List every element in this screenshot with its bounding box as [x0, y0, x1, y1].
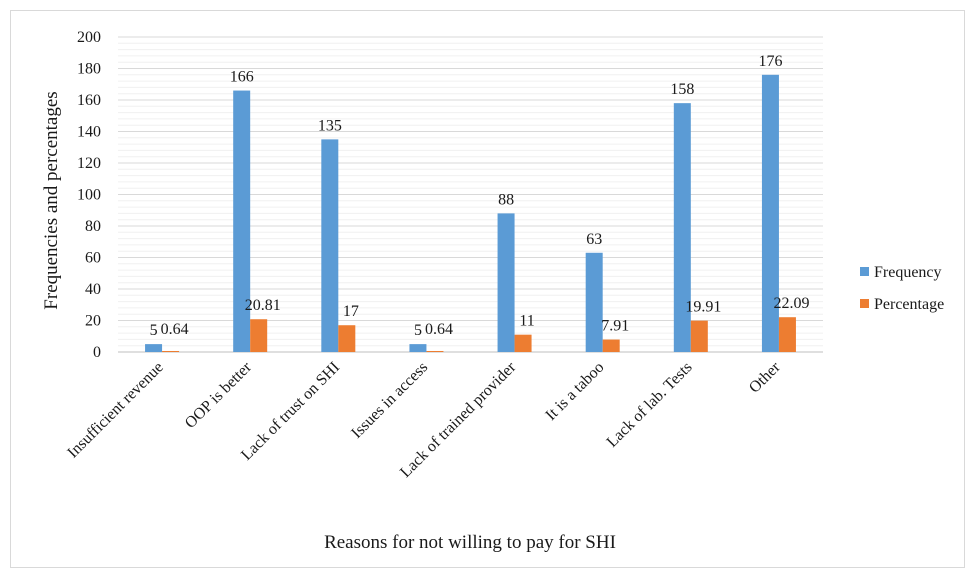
bar-percentage — [426, 350, 444, 352]
data-label-percentage: 22.09 — [773, 295, 809, 312]
data-label-percentage: 0.64 — [425, 321, 453, 338]
y-tick-label: 180 — [77, 61, 101, 78]
x-tick-label: OOP is better — [182, 358, 256, 432]
data-label-percentage: 19.91 — [685, 299, 721, 316]
data-label-percentage: 20.81 — [245, 297, 281, 314]
data-label-frequency: 5 — [150, 322, 158, 339]
bar-frequency — [585, 252, 603, 352]
x-tick-label: Other — [746, 358, 784, 396]
y-tick-label: 80 — [85, 218, 101, 235]
data-label-frequency: 5 — [414, 322, 422, 339]
data-label-frequency: 166 — [230, 69, 254, 86]
bar-frequency — [673, 103, 691, 353]
y-tick-label: 20 — [85, 313, 101, 330]
bar-percentage — [162, 350, 180, 352]
y-axis-title: Frequencies and percentages — [41, 91, 62, 309]
bar-frequency — [321, 139, 339, 352]
y-tick-label: 40 — [85, 281, 101, 298]
data-label-frequency: 176 — [758, 53, 782, 70]
x-tick-label: Lack of trust on SHI — [238, 359, 343, 464]
x-axis-title: Reasons for not willing to pay for SHI — [324, 532, 616, 553]
legend-swatch-percentage — [860, 299, 869, 308]
bar-percentage — [338, 325, 356, 352]
bar-percentage — [514, 334, 532, 352]
y-tick-label: 100 — [77, 187, 101, 204]
data-label-frequency: 88 — [498, 191, 514, 208]
legend-label-frequency: Frequency — [874, 264, 942, 281]
x-tick-label: Issues in access — [348, 359, 431, 442]
y-tick-label: 200 — [77, 29, 101, 46]
y-tick-label: 160 — [77, 92, 101, 109]
bar-frequency — [409, 344, 427, 352]
bar-frequency — [145, 344, 163, 352]
bar-frequency — [233, 90, 251, 353]
data-label-percentage: 17 — [343, 303, 359, 320]
y-tick-label: 60 — [85, 250, 101, 267]
data-label-percentage: 7.91 — [601, 318, 629, 335]
bar-percentage — [602, 339, 620, 352]
bar-percentage — [690, 320, 708, 352]
x-tick-label: Insufficient revenue — [64, 359, 167, 462]
x-tick-label: Lack of lab. Tests — [604, 359, 696, 451]
data-label-frequency: 135 — [318, 117, 342, 134]
data-label-percentage: 0.64 — [161, 321, 189, 338]
x-tick-label: It is a taboo — [542, 359, 607, 424]
data-label-frequency: 158 — [670, 81, 694, 98]
data-label-percentage: 11 — [519, 313, 534, 330]
bar-frequency — [497, 213, 515, 352]
y-tick-label: 140 — [77, 124, 101, 141]
y-tick-label: 120 — [77, 155, 101, 172]
bar-percentage — [778, 317, 796, 352]
bar-frequency — [761, 74, 779, 353]
legend-swatch-frequency — [860, 267, 869, 276]
legend-label-percentage: Percentage — [874, 296, 944, 313]
bar-percentage — [250, 319, 268, 352]
data-label-frequency: 63 — [586, 231, 602, 248]
y-tick-label: 0 — [93, 344, 101, 361]
